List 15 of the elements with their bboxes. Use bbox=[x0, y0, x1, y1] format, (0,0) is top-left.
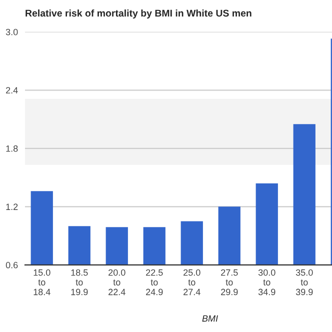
x-tick-label: 25.0 to 27.4 bbox=[184, 269, 200, 296]
x-tick-label: 27.5 to 29.9 bbox=[221, 269, 238, 296]
x-axis-title: BMI bbox=[202, 315, 218, 322]
y-tick-label: 0.6 bbox=[6, 262, 18, 268]
x-tick-label: 18.5 to 19.9 bbox=[71, 269, 88, 296]
y-tick-label: 1.2 bbox=[6, 204, 18, 210]
x-tick-label: 30.0 to 34.9 bbox=[258, 269, 276, 296]
y-tick-label: 2.4 bbox=[6, 87, 18, 94]
y-tick-label: 1.8 bbox=[6, 145, 18, 152]
x-tick-label: 22.5 to 24.9 bbox=[146, 269, 163, 296]
x-tick-label: 20.0 to 22.4 bbox=[108, 269, 126, 296]
x-tick-label: 15.0 to 18.4 bbox=[34, 269, 50, 296]
y-tick-label: 3.0 bbox=[6, 28, 18, 36]
chart-title: Relative risk of mortality by BMI in White US men bbox=[26, 9, 252, 19]
x-tick-label: 35.0 to 39.9 bbox=[296, 269, 313, 296]
